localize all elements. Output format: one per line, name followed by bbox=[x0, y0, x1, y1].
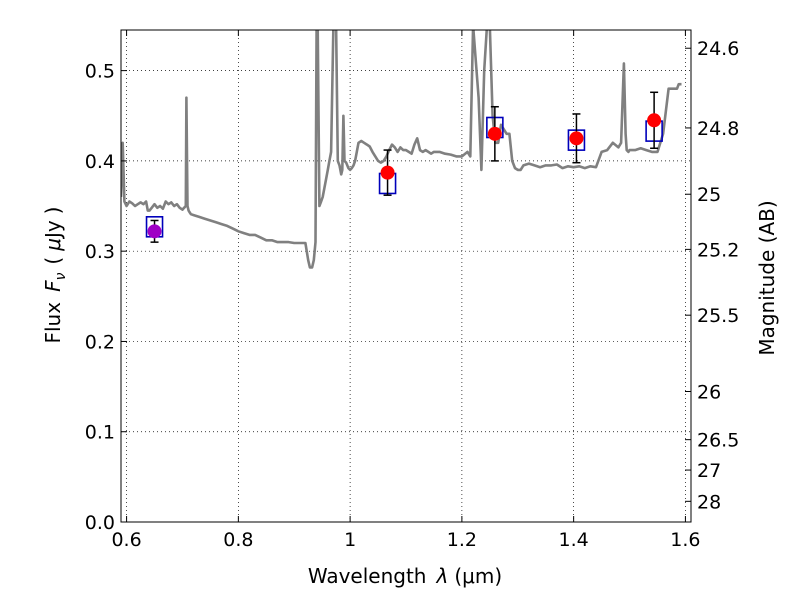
model-spectrum bbox=[121, 30, 682, 269]
right-tick-label-3: 25.2 bbox=[697, 239, 739, 261]
right-tick-label-4: 25.5 bbox=[697, 305, 739, 327]
x-tick-labels: 0.6 0.8 1 1.2 1.4 1.6 bbox=[111, 529, 700, 551]
x-tick-label-5: 1.6 bbox=[670, 529, 700, 551]
right-tick-label-7: 27 bbox=[697, 460, 721, 482]
observed-point-2 bbox=[487, 126, 502, 141]
right-axis-label: Magnitude (AB) bbox=[755, 200, 779, 355]
plot-frame bbox=[120, 29, 692, 523]
observed-point-4 bbox=[647, 113, 662, 128]
y-tick-label-2: 0.2 bbox=[85, 331, 115, 353]
x-tick-label-1: 0.8 bbox=[223, 529, 253, 551]
right-tick-label-8: 28 bbox=[697, 491, 721, 513]
observed-point-0 bbox=[147, 224, 162, 239]
right-tick-label-2: 25 bbox=[697, 184, 721, 206]
observed-point-3 bbox=[569, 131, 584, 146]
y-tick-labels: 0.0 0.1 0.2 0.3 0.4 0.5 bbox=[85, 61, 115, 534]
right-tick-label-0: 24.6 bbox=[697, 38, 739, 60]
y-tick-label-4: 0.4 bbox=[85, 151, 115, 173]
x-tick-label-3: 1.2 bbox=[447, 529, 477, 551]
right-tick-label-6: 26.5 bbox=[697, 430, 739, 452]
y-axis-label: FluxFν(μJy) bbox=[41, 206, 69, 343]
x-tick-label-0: 0.6 bbox=[111, 529, 141, 551]
x-tick-label-4: 1.4 bbox=[559, 529, 589, 551]
y-tick-label-5: 0.5 bbox=[85, 61, 115, 83]
right-tick-label-1: 24.8 bbox=[697, 118, 739, 140]
right-tick-labels: 24.6 24.8 25 25.2 25.5 26 26.5 27 28 bbox=[697, 38, 739, 513]
tick-marks bbox=[121, 30, 691, 523]
right-tick-label-5: 26 bbox=[697, 382, 721, 404]
spectrum-line bbox=[121, 30, 682, 269]
x-axis-label: Wavelength λ (μm) bbox=[308, 564, 502, 588]
y-tick-label-0: 0.0 bbox=[85, 512, 115, 534]
y-tick-label-1: 0.1 bbox=[85, 422, 115, 444]
observed-photometry bbox=[147, 91, 662, 243]
y-tick-label-3: 0.3 bbox=[85, 241, 115, 263]
x-tick-label-2: 1 bbox=[344, 529, 356, 551]
observed-point-1 bbox=[380, 165, 395, 180]
